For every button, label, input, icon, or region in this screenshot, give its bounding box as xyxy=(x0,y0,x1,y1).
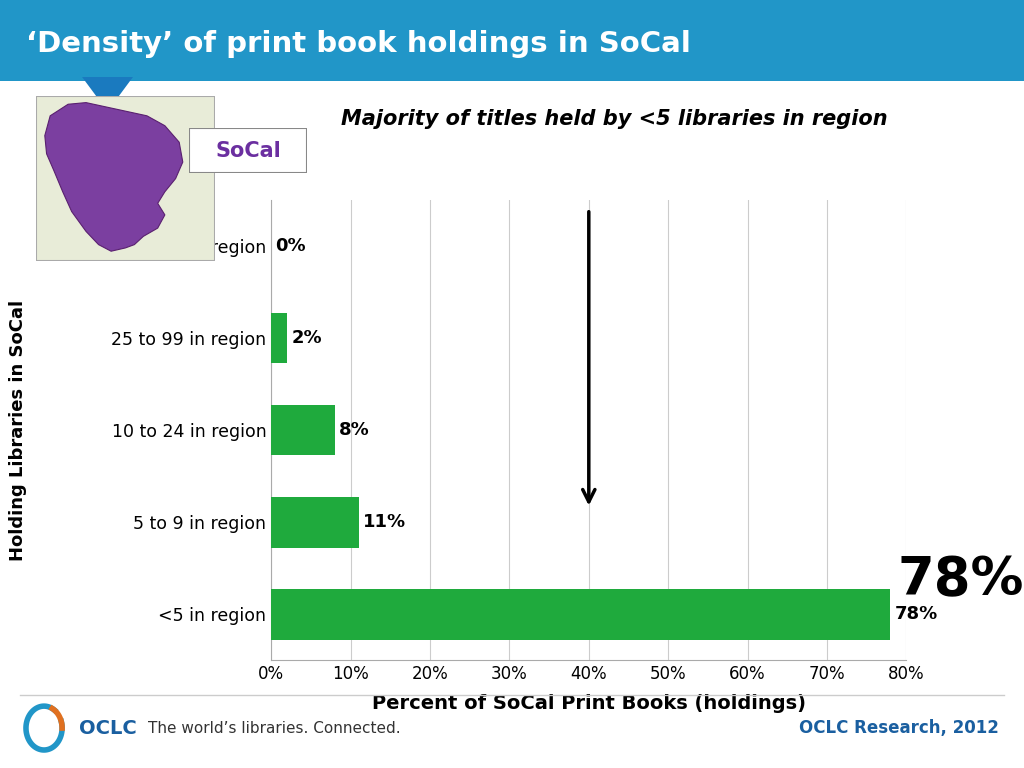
Text: 0%: 0% xyxy=(275,237,306,255)
Text: SoCal: SoCal xyxy=(215,141,282,161)
Polygon shape xyxy=(45,103,182,251)
Bar xyxy=(271,497,358,548)
Text: 2%: 2% xyxy=(291,329,322,347)
Polygon shape xyxy=(82,77,133,111)
Circle shape xyxy=(25,704,63,752)
Bar xyxy=(271,313,287,363)
X-axis label: Percent of SoCal Print Books (holdings): Percent of SoCal Print Books (holdings) xyxy=(372,694,806,713)
Text: Majority of titles held by <5 libraries in region: Majority of titles held by <5 libraries … xyxy=(341,109,888,129)
Text: OCLC Research, 2012: OCLC Research, 2012 xyxy=(799,719,998,737)
Text: The world’s libraries. Connected.: The world’s libraries. Connected. xyxy=(148,720,401,736)
Text: OCLC: OCLC xyxy=(79,719,136,737)
Text: 78%: 78% xyxy=(897,554,1024,606)
Text: ‘Density’ of print book holdings in SoCal: ‘Density’ of print book holdings in SoCa… xyxy=(26,31,690,58)
Text: 78%: 78% xyxy=(894,605,938,624)
Bar xyxy=(271,405,335,455)
Bar xyxy=(271,589,891,640)
Text: Holding Libraries in SoCal: Holding Libraries in SoCal xyxy=(9,300,28,561)
Text: 8%: 8% xyxy=(339,421,370,439)
Text: 11%: 11% xyxy=(362,513,406,531)
